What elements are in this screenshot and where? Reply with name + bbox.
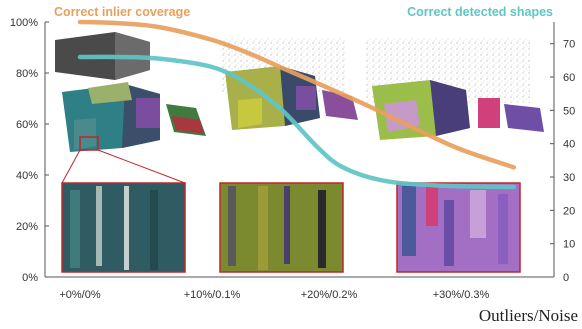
series-line-1 xyxy=(77,54,517,190)
y-right-tick-label: 60 xyxy=(563,72,575,84)
inset-0 xyxy=(61,149,186,273)
series-line-0 xyxy=(77,19,517,170)
model-render-0 xyxy=(55,32,206,152)
y-right-tick-label: 10 xyxy=(563,239,575,251)
y-left-tick-label: 0% xyxy=(22,272,38,284)
y-right-tick-label: 50 xyxy=(563,105,575,117)
legend-series-0: Correct inlier coverage xyxy=(54,5,190,19)
x-tick-label: +20%/0.2% xyxy=(301,289,358,301)
x-tick-label: +30%/0.3% xyxy=(433,289,490,301)
y-right-tick-label: 70 xyxy=(563,39,575,51)
x-tick-label: +10%/0.1% xyxy=(184,289,241,301)
y-right-tick-label: 40 xyxy=(563,139,575,151)
model-render-2 xyxy=(365,38,544,140)
x-tick-label: +0%/0% xyxy=(59,289,100,301)
right-ticks: 0 10 20 30 40 50 60 70 xyxy=(550,39,575,284)
y-left-tick-label: 100% xyxy=(10,17,38,29)
inset-1 xyxy=(219,182,344,273)
y-left-tick-label: 40% xyxy=(16,170,38,182)
x-axis-title: Outliers/Noise xyxy=(479,306,578,325)
y-right-tick-label: 30 xyxy=(563,172,575,184)
y-left-tick-label: 60% xyxy=(16,119,38,131)
series-lines xyxy=(77,19,517,190)
y-left-tick-label: 20% xyxy=(16,221,38,233)
y-right-tick-label: 20 xyxy=(563,205,575,217)
inset-2 xyxy=(396,182,521,273)
y-left-tick-label: 80% xyxy=(16,68,38,80)
left-ticks: 0% 20% 40% 60% 80% 100% xyxy=(10,17,49,284)
x-ticks: +0%/0% +10%/0.1% +20%/0.2% +30%/0.3% xyxy=(59,289,489,301)
legend-series-1: Correct detected shapes xyxy=(407,5,553,19)
y-right-tick-label: 0 xyxy=(563,272,569,284)
